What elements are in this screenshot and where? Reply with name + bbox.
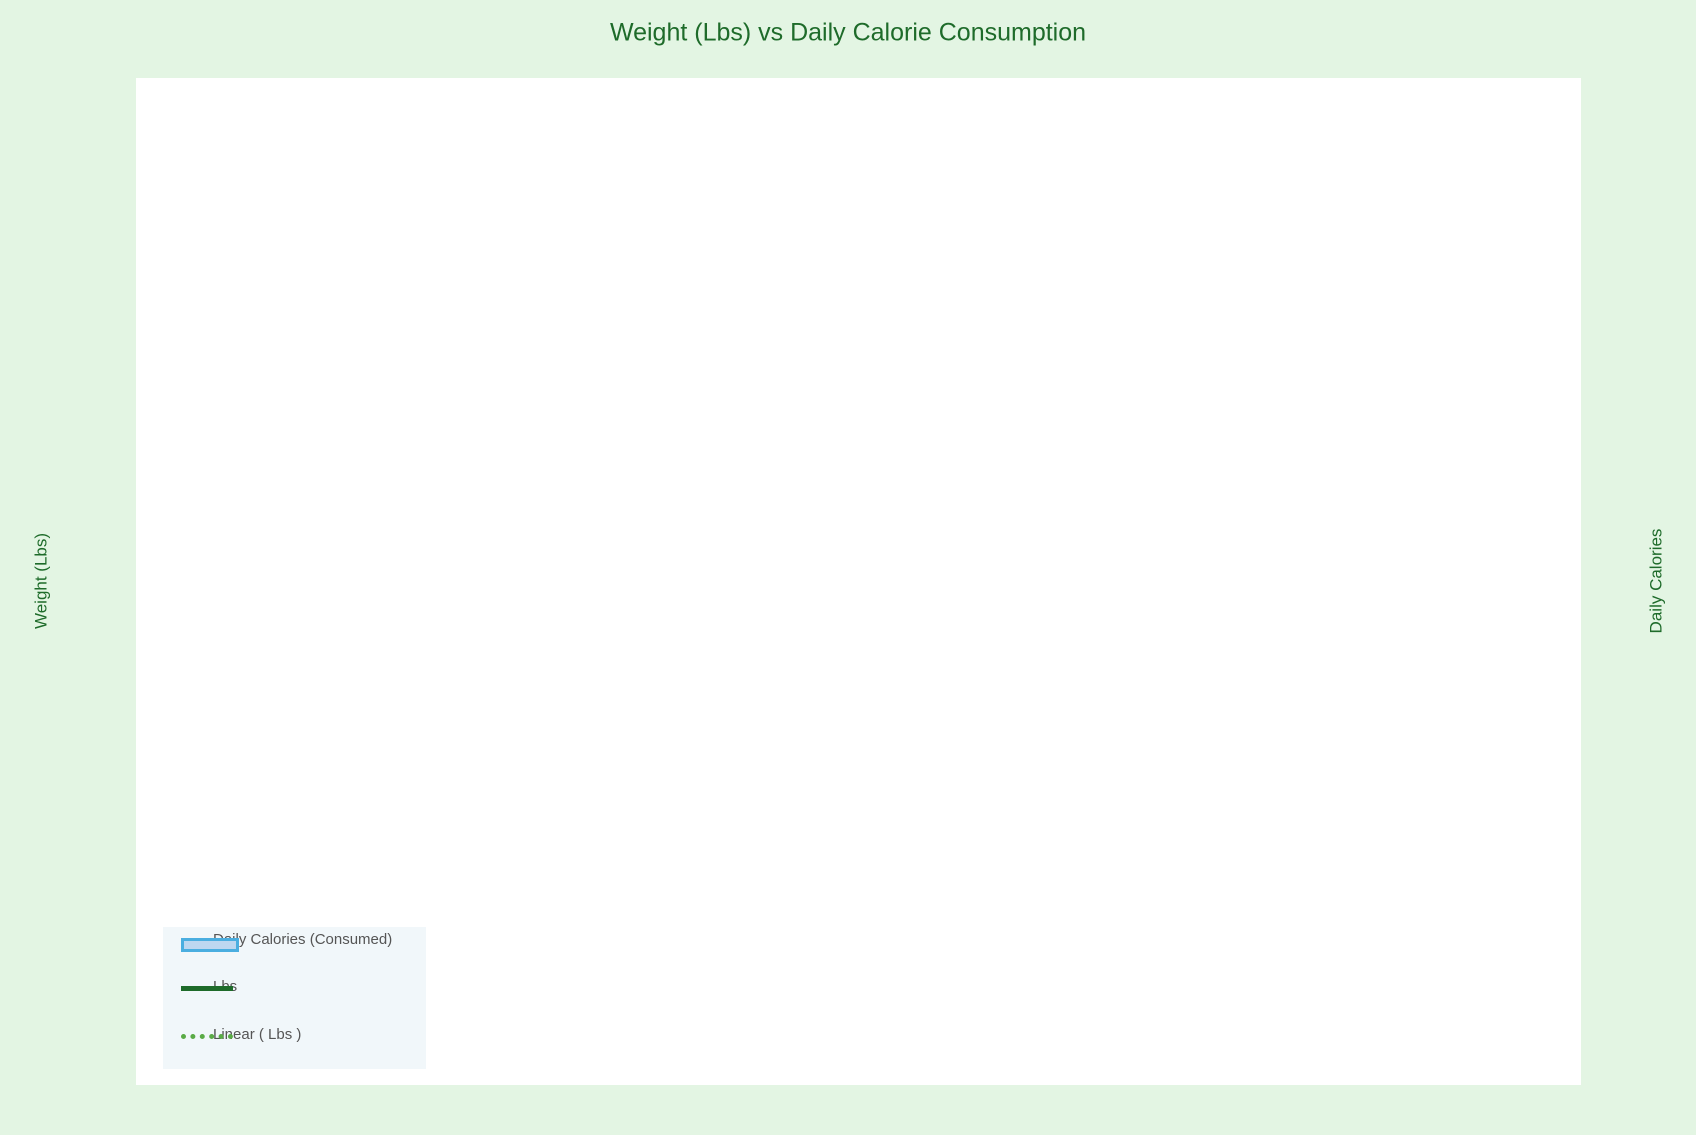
chart-title: Weight (Lbs) vs Daily Calorie Consumptio… [610,19,1086,47]
legend-item: Linear ( Lbs ) [181,1026,423,1043]
y2-axis-label: Daily Calories [1646,529,1665,634]
y-axis-label: Weight (Lbs) [31,533,50,629]
legend-item: Lbs [181,978,423,995]
plot-area [136,78,1581,1085]
legend-swatch [181,938,239,952]
legend-swatch [181,986,233,991]
legend-item: Daily Calories (Consumed) [181,931,423,952]
legend: Daily Calories (Consumed) Lbs Linear ( Lbs… [163,927,426,1069]
legend-label: Linear ( Lbs ) [213,1026,302,1043]
legend-label: Daily Calories (Consumed) [213,931,393,948]
legend-swatch [181,1034,233,1039]
